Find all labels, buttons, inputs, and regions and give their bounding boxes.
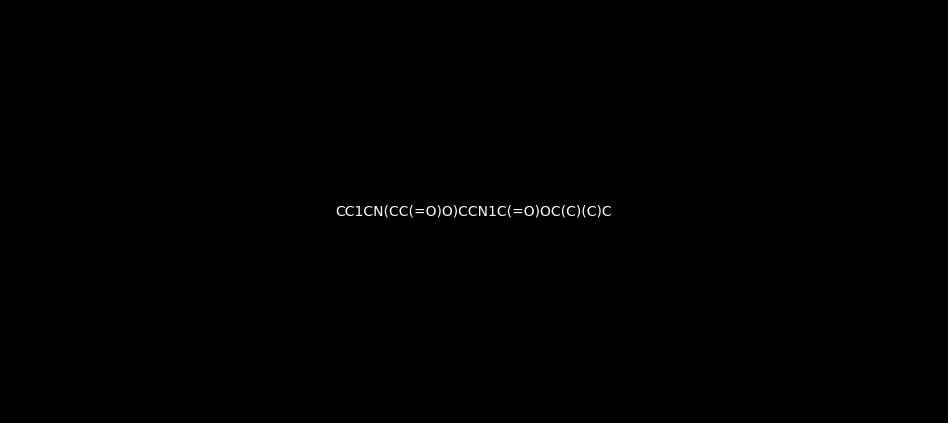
Text: CC1CN(CC(=O)O)CCN1C(=O)OC(C)(C)C: CC1CN(CC(=O)O)CCN1C(=O)OC(C)(C)C bbox=[336, 204, 612, 219]
